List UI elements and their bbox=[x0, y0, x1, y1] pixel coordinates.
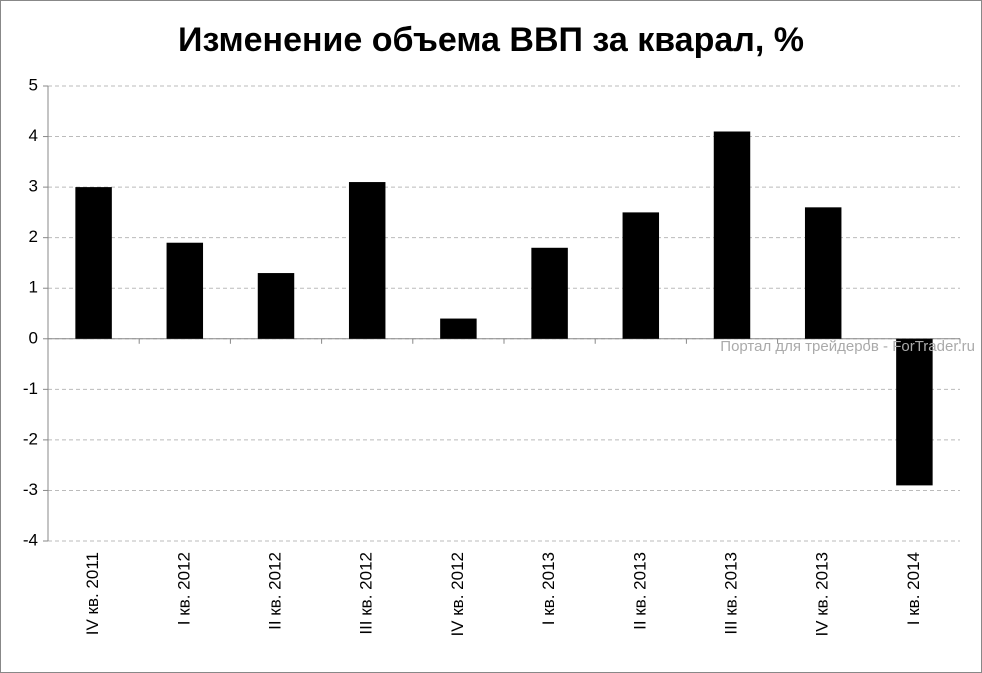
x-tick-label: III кв. 2013 bbox=[721, 552, 740, 635]
watermark: Портал для трейдеров - ForTrader.ru bbox=[720, 338, 975, 355]
x-tick-label: IV кв. 2011 bbox=[83, 552, 102, 635]
bar bbox=[622, 212, 660, 339]
x-tick-label: IV кв. 2012 bbox=[448, 552, 467, 637]
bar bbox=[531, 247, 568, 339]
y-tick-label: 5 bbox=[29, 75, 38, 94]
y-tick-label: 4 bbox=[29, 126, 38, 145]
x-tick-label: I кв. 2013 bbox=[539, 552, 558, 625]
x-tick-label: III кв. 2012 bbox=[357, 552, 376, 635]
bar bbox=[896, 338, 933, 486]
y-tick-label: -4 bbox=[23, 530, 38, 549]
y-tick-label: 0 bbox=[29, 328, 38, 347]
y-tick-label: 1 bbox=[29, 278, 38, 297]
x-tick-label: II кв. 2012 bbox=[265, 552, 284, 630]
x-tick-label: II кв. 2013 bbox=[630, 552, 649, 630]
bar bbox=[166, 242, 204, 339]
bar bbox=[348, 182, 386, 339]
x-tick-label: I кв. 2014 bbox=[904, 552, 923, 625]
bar bbox=[713, 131, 751, 339]
bar bbox=[440, 318, 477, 339]
x-tick-label: I кв. 2012 bbox=[174, 552, 193, 625]
y-tick-label: -1 bbox=[23, 379, 38, 398]
bar bbox=[75, 187, 112, 339]
y-tick-label: 3 bbox=[29, 177, 38, 196]
x-tick-label: IV кв. 2013 bbox=[813, 552, 832, 637]
chart-title: Изменение объема ВВП за кварал, % bbox=[178, 21, 804, 59]
bar bbox=[804, 207, 842, 339]
y-tick-label: 2 bbox=[29, 227, 38, 246]
bar bbox=[257, 273, 295, 339]
y-tick-label: -2 bbox=[23, 429, 38, 448]
y-tick-label: -3 bbox=[23, 480, 38, 499]
